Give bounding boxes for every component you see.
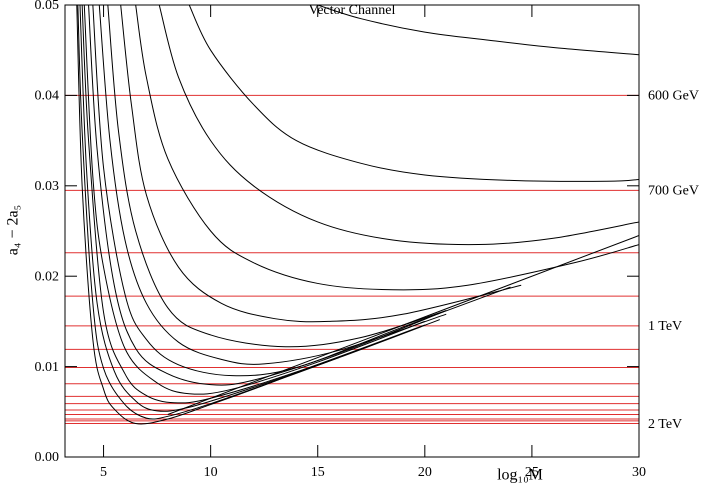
curve <box>120 5 522 323</box>
chart-title: Vector Channel <box>309 3 396 18</box>
level-label: 2 TeV <box>648 417 682 432</box>
curve <box>79 5 440 412</box>
y-tick-label: 0.05 <box>35 0 60 13</box>
x-tick-label: 10 <box>204 465 218 480</box>
curve <box>167 235 639 415</box>
plot-frame <box>64 4 640 458</box>
level-label: 700 GeV <box>648 184 699 199</box>
curve <box>158 5 639 246</box>
curve <box>135 5 639 291</box>
curve <box>76 5 297 425</box>
y-tick-label: 0.02 <box>35 269 60 284</box>
plot-area <box>65 5 639 425</box>
curve <box>317 5 639 56</box>
x-axis-label: log₁₀M <box>497 467 543 484</box>
y-axis-label: a₄ − 2a₅ <box>5 205 22 255</box>
x-tick-label: 25 <box>525 465 539 480</box>
curve <box>98 5 447 365</box>
x-tick-label: 20 <box>418 465 432 480</box>
level-label: 1 TeV <box>648 319 682 334</box>
curve <box>81 5 425 404</box>
curve <box>83 5 425 395</box>
x-tick-label: 5 <box>100 465 107 480</box>
y-tick-label: 0.03 <box>35 179 60 194</box>
y-tick-label: 0.04 <box>35 89 60 104</box>
curve <box>188 5 639 182</box>
y-tick-label: 0.01 <box>35 360 60 375</box>
curve <box>92 5 511 377</box>
curve <box>77 5 340 420</box>
x-tick-label: 15 <box>311 465 325 480</box>
curve <box>107 5 447 348</box>
y-tick-label: 0.00 <box>35 450 60 465</box>
x-tick-label: 30 <box>632 465 646 480</box>
level-label: 600 GeV <box>648 89 699 104</box>
